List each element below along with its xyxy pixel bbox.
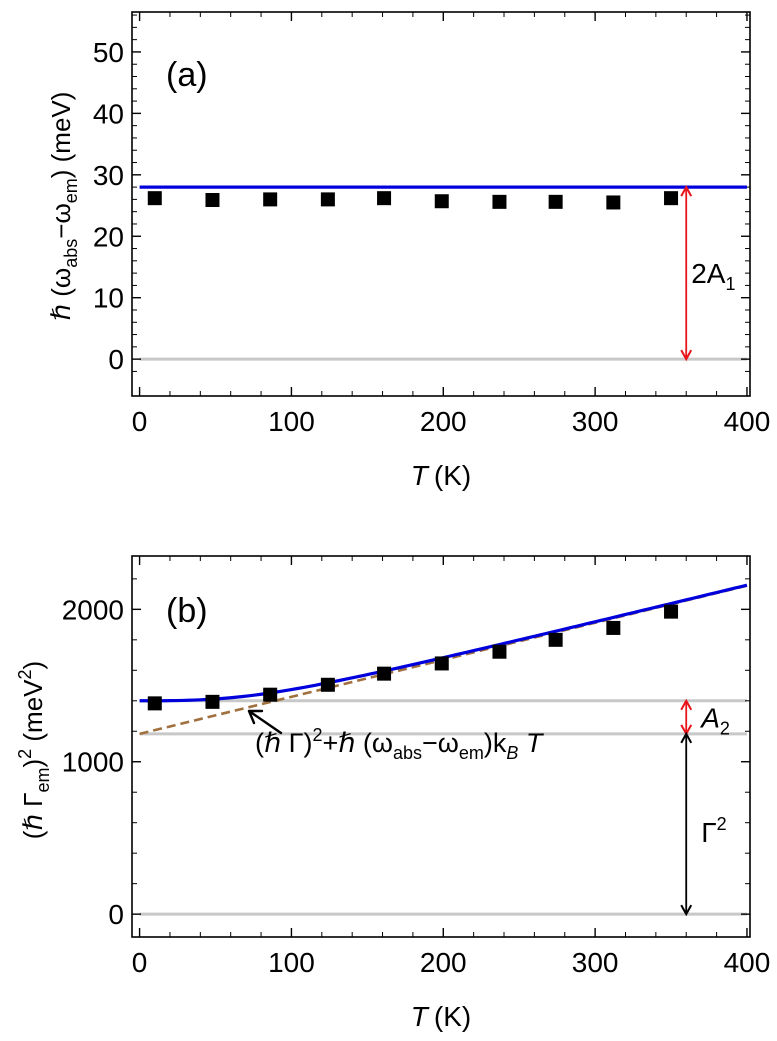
a-ytick-label: 0 [108,344,124,375]
a-data-point [377,191,392,206]
panel-a-annotation [680,185,693,362]
b-a2-arrow-head-top [680,698,693,711]
panel-b-points [147,604,679,711]
a-xtick-label: 400 [724,406,771,437]
a-data-point [320,192,335,207]
a-data-point [147,191,162,206]
b-xtick-label: 200 [420,947,467,978]
b-ytick-label: 0 [108,899,124,930]
panel-a-x-label: T (K) [411,460,471,491]
b-xtick-label: 300 [572,947,619,978]
b-fit-curve [139,583,748,703]
a-data-point [263,192,278,207]
panel-b-y-label: (ℏ Γem)2 (meV2) [15,661,53,839]
b-gamma-arrow-head-bottom [680,904,693,917]
annotation-a2: A2 [699,702,730,738]
panel-a: 0 100 200 300 400 0 10 20 30 40 50 (a) T (K) ℏ (ωab… [46,11,770,491]
a-ytick-label: 30 [93,160,124,191]
b-ytick-label: 1000 [62,747,124,778]
panel-b-ticks [132,556,750,937]
a-ytick-label: 20 [93,221,124,252]
panel-a-points [147,191,679,210]
b-data-point [147,696,162,711]
panel-b-grid [139,699,747,916]
annotation-2a1: 2A1 [691,258,735,294]
b-data-point [377,666,392,681]
a-data-point [606,195,621,210]
a-data-point [434,194,449,209]
panel-a-tick-labels: 0 100 200 300 400 0 10 20 30 40 50 [93,37,770,437]
panel-a-frame [131,11,751,397]
panel-a-label: (a) [166,56,208,94]
b-data-point [434,656,449,671]
b-ytick-label: 2000 [62,594,124,625]
b-data-point [205,694,220,709]
b-xtick-label: 100 [268,947,315,978]
panel-b-tick-labels: 0 100 200 300 400 0 1000 2000 [62,594,771,978]
a-xtick-label: 100 [268,406,315,437]
annotation-gamma-squared: Γ2 [701,814,726,848]
a-ytick-label: 40 [93,98,124,129]
a-data-point [205,193,220,208]
panel-b-label: (b) [166,592,208,630]
a-ytick-label: 50 [93,37,124,68]
a-arrow-head-top [680,185,693,197]
b-data-point [492,644,507,659]
b-data-point [548,632,563,647]
panel-a-y-label: ℏ (ωabs−ωem) (meV) [46,92,81,321]
formula-pointer-arrow [247,709,283,735]
b-gamma-arrow-head-top [680,731,693,744]
a-arrow-head-bottom [680,349,693,362]
a-xtick-label: 300 [572,406,619,437]
a-ytick-label: 10 [93,283,124,314]
a-data-point [548,194,563,209]
panel-b-frame [131,555,751,938]
b-data-point [263,687,278,702]
a-data-point [664,191,679,206]
formula-label: (ℏ Γ)2+ℏ (ωabs−ωem)kB T [255,725,545,763]
panel-b-annotation [680,698,693,917]
panel-b: 0 100 200 300 400 0 1000 2000 (b) T (K) (ℏ Γem)2… [15,555,771,1032]
a-data-point [492,194,507,209]
b-data-point [320,677,335,692]
b-xtick-label: 400 [724,947,771,978]
b-data-point [606,620,621,635]
a-xtick-label: 200 [420,406,467,437]
panel-b-x-label: T (K) [411,1001,471,1032]
b-data-point [664,604,679,619]
b-xtick-label: 0 [132,947,148,978]
panel-a-ticks [132,12,750,396]
a-xtick-label: 0 [132,406,148,437]
